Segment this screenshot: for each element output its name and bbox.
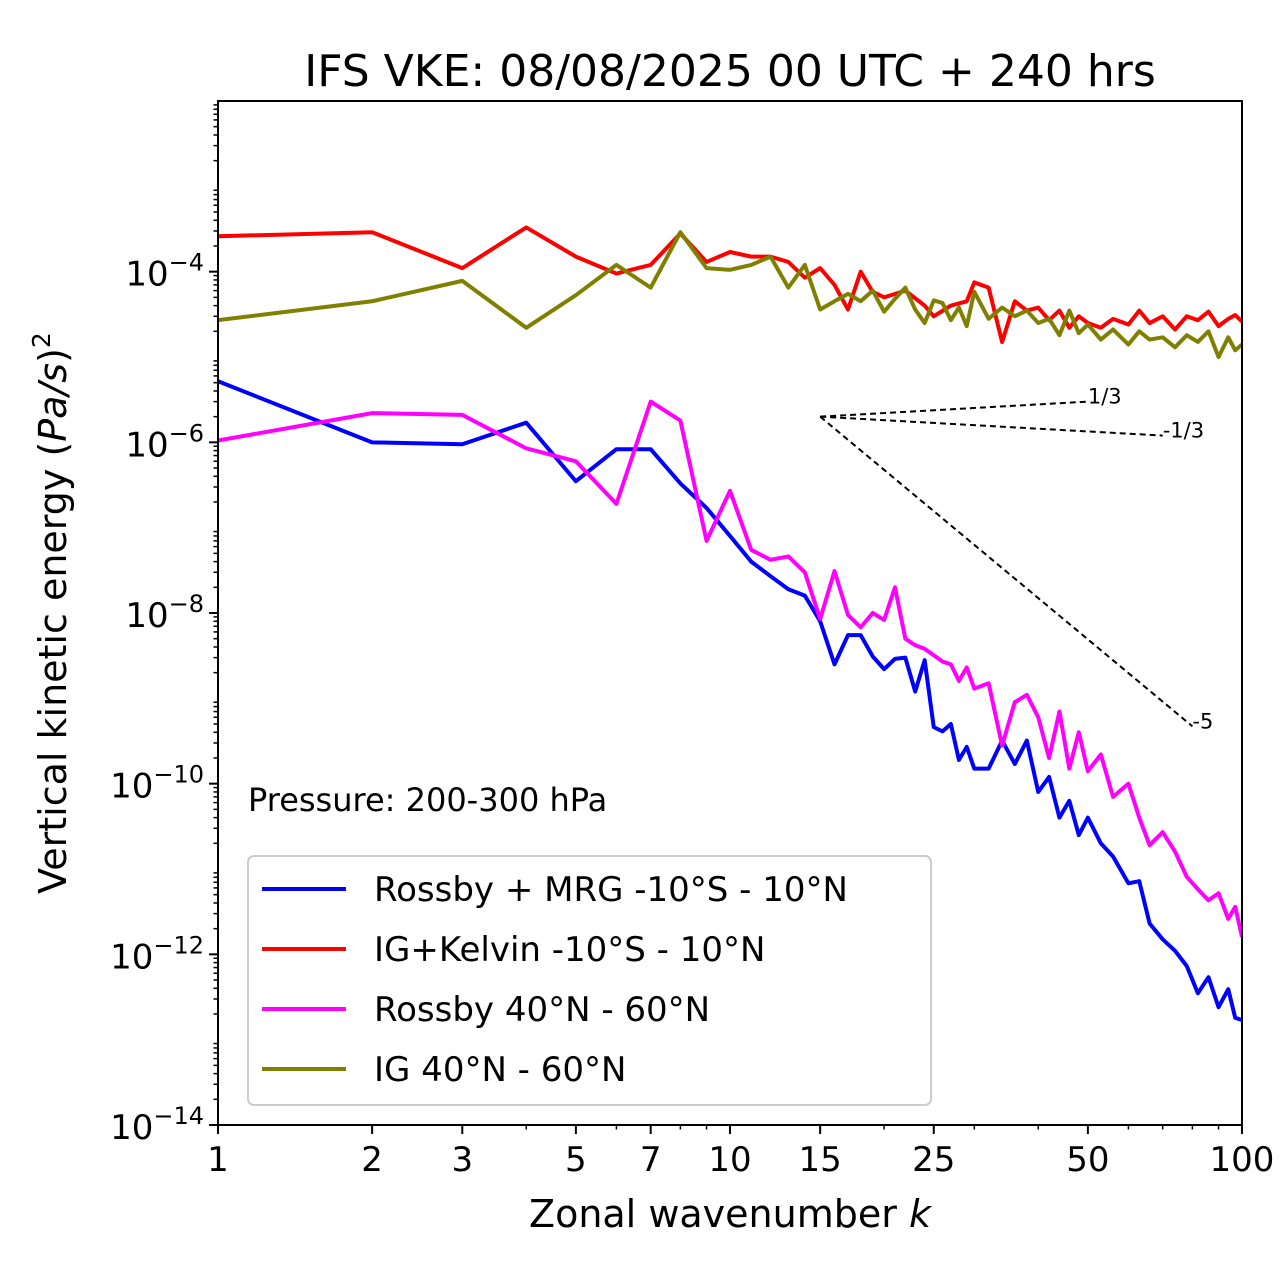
series-line-rossby-mrg-10-s-10-n: [218, 379, 1242, 1022]
y-tick-label: 10−14: [110, 1102, 204, 1148]
x-tick-label: 3: [451, 1140, 473, 1180]
y-tick-exponent: −12: [153, 931, 204, 959]
y-tick-exponent: −6: [169, 419, 204, 447]
legend-label-rossby-mrg-10-s-10-n: Rossby + MRG -10°S - 10°N: [374, 870, 848, 910]
reference-line-1-3: [820, 400, 1088, 418]
reference-lines: [819, 400, 1194, 728]
x-axis-label-text: Zonal wavenumber: [529, 1192, 909, 1236]
y-tick-exponent: −4: [169, 249, 204, 277]
legend-box: [247, 855, 932, 1106]
chart-title: IFS VKE: 08/08/2025 00 UTC + 240 hrs: [304, 46, 1156, 97]
y-tick-exponent: −14: [153, 1102, 204, 1130]
x-axis-ticks: 1 2 3 5 7 10 15 25 50 100: [207, 1125, 1274, 1180]
legend-label-rossby-40-n-60-n: Rossby 40°N - 60°N: [374, 990, 710, 1030]
x-tick-label: 1: [207, 1140, 229, 1180]
reference-line-1-3: [820, 415, 1163, 437]
y-axis-label-text: Vertical kinetic energy (: [31, 442, 75, 894]
y-tick-base: 10: [110, 937, 153, 977]
series-line-rossby-40-n-60-n: [218, 399, 1242, 938]
series-line-ig-kelvin-10-s-10-n: [218, 225, 1242, 344]
y-tick-label: 10−12: [110, 931, 204, 977]
series-line-ig-40-n-60-n: [218, 230, 1242, 359]
y-axis-label: Vertical kinetic energy (Pa/s)2: [27, 332, 75, 894]
legend-entries: Rossby + MRG -10°S - 10°N IG+Kelvin -10°S…: [262, 870, 848, 1090]
y-tick-base: 10: [110, 767, 153, 807]
y-tick-label: 10−4: [125, 249, 204, 295]
y-axis-label-exponent: 2: [27, 332, 56, 348]
y-axis-label-close: ): [31, 348, 75, 363]
plot-frame: [217, 100, 1243, 1126]
series-lines: [218, 225, 1242, 1022]
x-tick-label: 50: [1066, 1140, 1109, 1180]
y-tick-label: 10−8: [125, 590, 204, 636]
x-tick-label: 10: [708, 1140, 751, 1180]
y-tick-base: 10: [125, 255, 168, 295]
y-tick-base: 10: [125, 425, 168, 465]
reference-line-labels: 1/3 -1/3 -5: [1088, 385, 1213, 734]
x-tick-label: 2: [361, 1140, 383, 1180]
reference-label-1-3: 1/3: [1088, 385, 1122, 409]
reference-line-5: [819, 415, 1194, 728]
y-tick-label: 10−6: [125, 419, 204, 465]
x-axis-label-variable: k: [909, 1192, 933, 1236]
legend-label-ig-40-n-60-n: IG 40°N - 60°N: [374, 1050, 626, 1090]
x-tick-label: 15: [799, 1140, 842, 1180]
x-tick-label: 25: [912, 1140, 955, 1180]
y-tick-exponent: −8: [169, 590, 204, 618]
reference-label-5: -5: [1192, 709, 1213, 733]
x-tick-label: 7: [640, 1140, 662, 1180]
legend-label-ig-kelvin-10-s-10-n: IG+Kelvin -10°S - 10°N: [374, 930, 765, 970]
y-tick-base: 10: [125, 596, 168, 636]
y-tick-base: 10: [110, 1108, 153, 1148]
y-tick-label: 10−10: [110, 761, 204, 807]
legend: Rossby + MRG -10°S - 10°N IG+Kelvin -10°S…: [247, 855, 932, 1106]
y-axis-label-variable: Pa/s: [31, 363, 75, 442]
x-axis-label: Zonal wavenumber k: [529, 1192, 933, 1236]
pressure-annotation: Pressure: 200-300 hPa: [248, 781, 607, 819]
reference-label-1-3: -1/3: [1163, 419, 1204, 443]
x-tick-label: 5: [565, 1140, 587, 1180]
y-tick-exponent: −10: [153, 761, 204, 789]
x-tick-label: 100: [1210, 1140, 1275, 1180]
